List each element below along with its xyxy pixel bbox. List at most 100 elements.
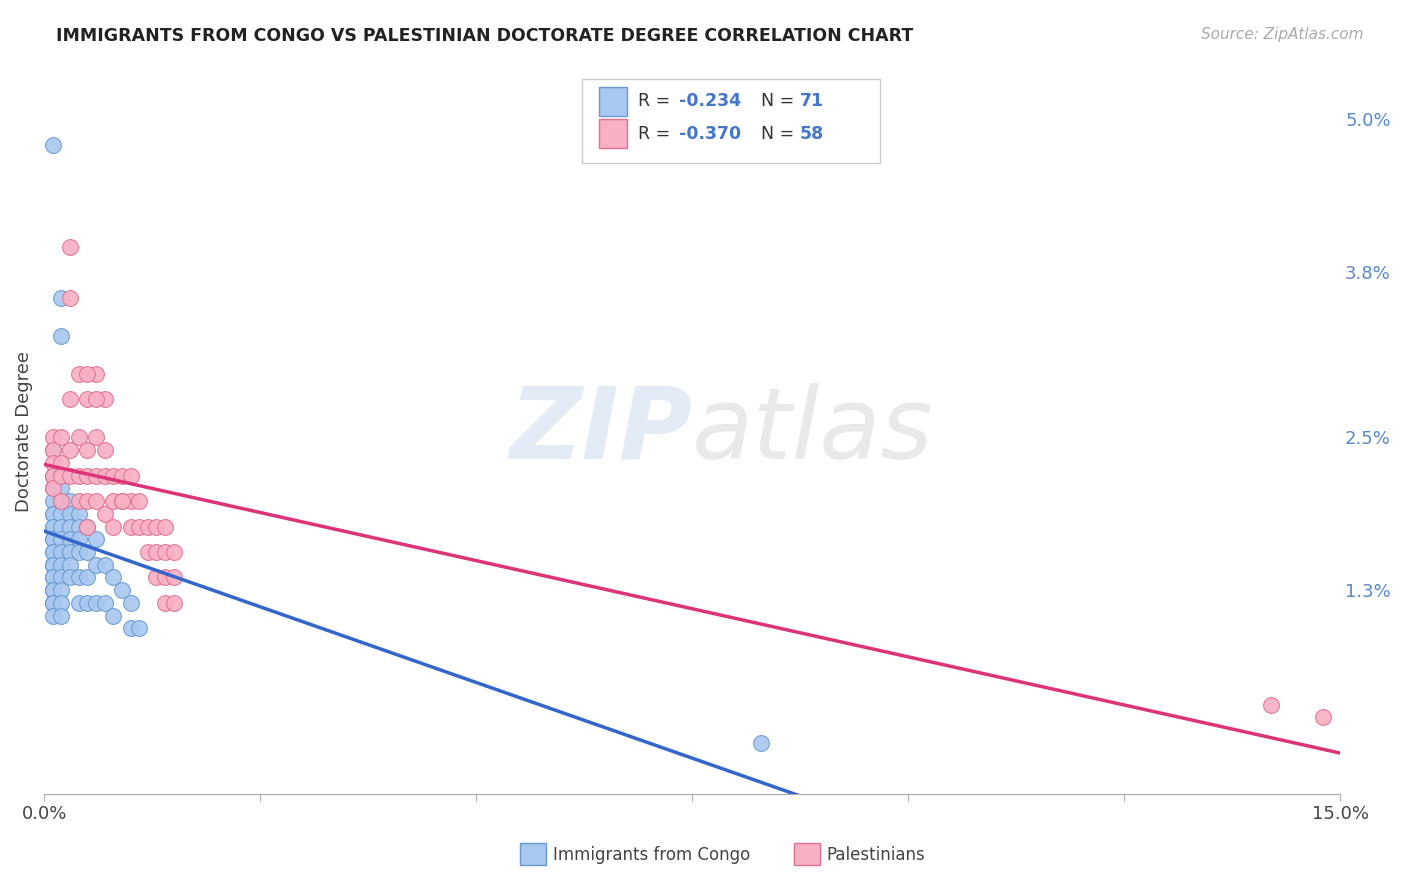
Point [51,494,73,508]
Point [42,608,65,623]
Point [59,392,82,407]
Point [67,494,90,508]
Point [51,430,73,444]
Point [42,519,65,533]
Point [51,558,73,572]
Point [59,507,82,521]
Point [1260,698,1282,712]
Point [136,519,159,533]
Point [42,533,65,547]
Point [120,621,142,635]
Point [51,328,73,343]
Bar [599,120,627,148]
Point [93,443,115,458]
Bar [599,87,627,116]
Text: Palestinians: Palestinians [827,846,925,863]
Point [51,583,73,598]
Text: ZIP: ZIP [509,383,692,480]
Point [111,494,134,508]
Text: 58: 58 [800,125,824,143]
Point [103,519,125,533]
Point [51,545,73,559]
Text: N =: N = [761,92,800,110]
Point [145,570,167,584]
Point [163,545,186,559]
Point [42,596,65,610]
Point [93,596,115,610]
Point [42,545,65,559]
Point [42,558,65,572]
Point [42,443,65,458]
Point [51,596,73,610]
Point [84,468,107,483]
Point [103,468,125,483]
Point [51,481,73,495]
Point [42,481,65,495]
Point [59,443,82,458]
Point [67,533,90,547]
Point [1312,710,1334,724]
Point [120,494,142,508]
Point [93,392,115,407]
Point [42,583,65,598]
Point [120,468,142,483]
Point [42,456,65,470]
Point [67,468,90,483]
Point [84,533,107,547]
Point [76,519,98,533]
Point [128,519,150,533]
FancyBboxPatch shape [582,79,880,163]
Point [42,481,65,495]
Point [749,736,772,750]
Point [153,545,176,559]
Point [42,468,65,483]
Text: Immigrants from Congo: Immigrants from Congo [553,846,749,863]
Point [111,583,134,598]
Point [103,494,125,508]
Text: -0.370: -0.370 [679,125,741,143]
Point [120,596,142,610]
Point [145,519,167,533]
Point [51,519,73,533]
Point [42,533,65,547]
Point [76,519,98,533]
Point [76,545,98,559]
Text: R =: R = [638,125,675,143]
Point [42,430,65,444]
Text: 71: 71 [800,92,824,110]
Point [128,494,150,508]
Point [111,494,134,508]
Point [111,468,134,483]
Point [59,494,82,508]
Point [145,545,167,559]
Point [42,558,65,572]
Point [67,519,90,533]
Point [42,558,65,572]
Point [42,583,65,598]
Point [76,570,98,584]
Point [59,468,82,483]
Point [76,494,98,508]
Text: atlas: atlas [692,383,934,480]
Point [93,507,115,521]
Point [84,367,107,381]
Point [59,533,82,547]
Point [136,545,159,559]
Text: Source: ZipAtlas.com: Source: ZipAtlas.com [1201,27,1364,42]
Point [76,468,98,483]
Point [51,468,73,483]
Point [76,392,98,407]
Point [42,494,65,508]
Point [51,456,73,470]
Point [51,291,73,305]
Point [59,519,82,533]
Point [42,481,65,495]
Point [42,596,65,610]
Point [153,596,176,610]
Point [51,570,73,584]
Point [153,519,176,533]
Point [120,519,142,533]
Point [42,137,65,152]
Point [67,367,90,381]
Point [67,545,90,559]
